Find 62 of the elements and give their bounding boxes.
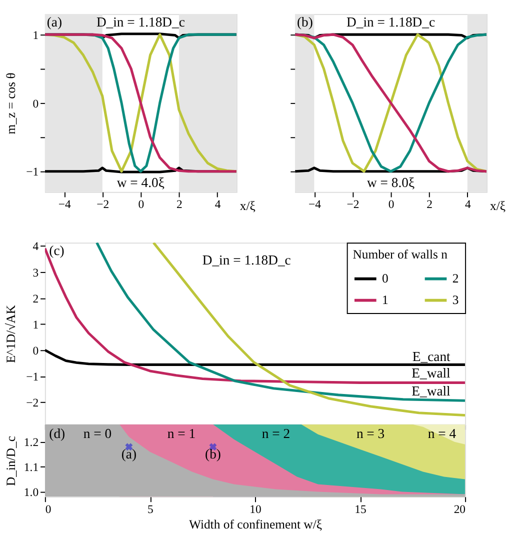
x-axis-title: x/ξ: [490, 198, 506, 213]
legend-label: 1: [382, 293, 388, 308]
x-tick-label: 2: [176, 198, 183, 211]
legend-title: Number of walls n: [352, 247, 448, 262]
legend-label: 0: [382, 272, 388, 286]
x-tick-label: 0: [45, 502, 52, 516]
y-tick-label: −1: [26, 370, 39, 384]
annotation: n = 3: [356, 426, 385, 442]
annotation: n = 4: [428, 426, 456, 442]
line-series: [44, 247, 466, 384]
y-tick-label: 1.2: [24, 436, 39, 450]
x-axis-title: x/ξ: [240, 198, 256, 213]
annotation: (a): [121, 446, 137, 462]
annotation: (c): [49, 243, 64, 258]
x-tick-label: −2: [346, 198, 360, 211]
x-tick-label: 2: [426, 198, 433, 211]
annotation: (a): [46, 14, 62, 30]
x-tick-label: 0: [388, 198, 394, 211]
annotation: D_in = 1.18D_c: [96, 14, 185, 30]
x-tick-label: 5: [148, 502, 154, 516]
y-tick-label: −2: [26, 396, 39, 410]
annotation: (b): [205, 446, 221, 462]
x-tick-label: 10: [250, 502, 262, 516]
y-axis-title: D_in/D_c: [4, 436, 18, 486]
annotation: D_in = 1.18D_c: [202, 252, 291, 268]
annotation: w = 4.0ξ: [116, 175, 164, 190]
legend-label: 3: [452, 293, 459, 308]
y-tick-label: 0: [32, 97, 39, 110]
x-tick-label: 4: [214, 198, 221, 211]
y-tick-label: 2: [32, 292, 39, 306]
legend-label: 2: [452, 272, 459, 286]
annotation: n = 1: [167, 426, 196, 442]
annotation: E_wall: [412, 384, 451, 399]
annotation: n = 2: [262, 426, 290, 442]
annotation: E_cant: [412, 349, 451, 364]
line-series: [96, 242, 466, 402]
x-tick-label: 15: [354, 502, 367, 516]
y-tick-label: 3: [32, 266, 39, 280]
x-axis-title: Width of confinement w/ξ: [188, 517, 322, 532]
x-tick-label: 20: [454, 502, 466, 516]
line-series: [44, 33, 236, 173]
annotation: D_in = 1.18D_c: [346, 14, 436, 30]
annotation: n = 0: [83, 426, 112, 442]
line-series: [152, 242, 466, 417]
x-tick-label: 4: [464, 198, 471, 211]
x-tick-label: 0: [138, 198, 144, 211]
x-tick-label: −4: [308, 198, 322, 211]
y-axis-title: m_z = cos θ: [4, 72, 18, 134]
y-tick-label: 1.1: [24, 461, 39, 474]
annotation: (d): [49, 426, 66, 442]
annotation: E_wall: [412, 365, 451, 380]
y-tick-label: −1: [26, 166, 39, 179]
y-tick-label: 0: [32, 344, 39, 358]
y-tick-label: 1: [32, 318, 39, 332]
y-axis-title: E^1D/√AK: [4, 304, 18, 364]
x-tick-label: −2: [96, 198, 110, 211]
y-tick-label: 4: [32, 240, 39, 254]
annotation: (b): [296, 14, 313, 30]
y-tick-label: 1: [32, 28, 39, 42]
y-tick-label: 1.0: [24, 486, 39, 500]
x-tick-label: −4: [58, 198, 71, 211]
annotation: w = 8.0ξ: [367, 175, 415, 190]
